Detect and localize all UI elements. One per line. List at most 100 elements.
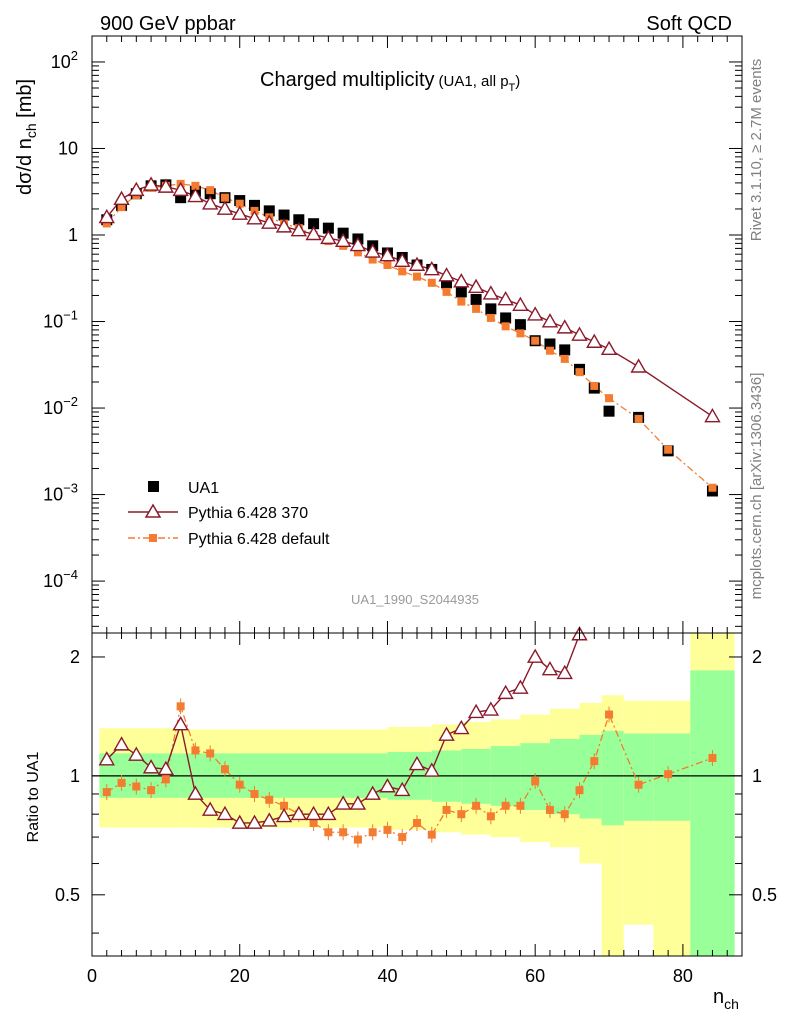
ratio-point-pythia-default [368, 828, 377, 837]
point-ua1 [293, 214, 305, 226]
point-pythia-370 [364, 243, 381, 258]
point-pythia-370 [290, 221, 308, 237]
point-pythia-default [427, 278, 436, 287]
ratio-point-pythia-default [442, 805, 451, 814]
ratio-point-pythia-default [117, 778, 126, 787]
y-tick-label: 10 [58, 138, 78, 158]
ratio-point-pythia-370 [201, 801, 219, 816]
x-tick-label: 60 [525, 966, 545, 986]
point-pythia-370 [526, 306, 544, 321]
point-pythia-370 [512, 296, 529, 312]
point-pythia-370 [423, 261, 440, 276]
ratio-point-pythia-370 [334, 795, 352, 810]
ratio-point-pythia-370 [497, 684, 514, 700]
point-ua1 [263, 205, 275, 217]
x-tick-label: 80 [673, 966, 693, 986]
legend-label-pythia-default: Pythia 6.428 default [188, 531, 330, 548]
ratio-point-pythia-default [265, 795, 274, 804]
point-pythia-370 [334, 232, 352, 248]
ratio-point-pythia-370 [320, 805, 337, 821]
point-ua1 [175, 192, 187, 204]
ratio-point-pythia-default [605, 710, 614, 719]
point-ua1 [455, 286, 467, 298]
x-tick-label: 20 [230, 966, 250, 986]
point-pythia-default [516, 329, 525, 338]
ratio-point-pythia-default [501, 801, 510, 810]
y-tick-label: 10−1 [43, 308, 78, 332]
x-axis-label: nch [713, 986, 739, 1012]
point-pythia-default [191, 181, 200, 190]
point-pythia-370 [349, 236, 367, 252]
ratio-point-pythia-370 [438, 726, 455, 741]
point-ua1 [559, 344, 571, 356]
ratio-tick-label-right: 2 [752, 647, 762, 667]
legend-marker-pythia-default [149, 534, 157, 542]
ratio-point-pythia-default [708, 753, 717, 762]
ratio-point-pythia-default [353, 835, 362, 844]
band-inner-7 [549, 738, 580, 815]
point-pythia-370 [172, 181, 189, 197]
ratio-point-pythia-default [472, 801, 481, 810]
point-pythia-370 [704, 408, 721, 423]
ratio-point-pythia-370 [157, 760, 175, 776]
ratio-point-pythia-default [132, 782, 141, 791]
point-pythia-370 [394, 252, 411, 267]
legend-label-ua1: UA1 [188, 480, 219, 497]
point-pythia-370 [571, 326, 588, 341]
point-pythia-370 [305, 225, 322, 241]
point-pythia-370 [320, 229, 337, 245]
point-ua1 [470, 293, 482, 305]
band-inner-8 [579, 734, 602, 819]
ratio-point-pythia-default [575, 786, 584, 795]
ratio-point-pythia-default [102, 788, 111, 797]
ratio-point-pythia-370 [541, 661, 559, 676]
ratio-point-pythia-default [220, 765, 229, 774]
ratio-point-pythia-370 [305, 805, 322, 821]
point-ua1 [485, 303, 497, 315]
analysis-watermark: UA1_1990_S2044935 [351, 592, 479, 607]
point-pythia-370 [275, 218, 293, 233]
legend: UA1 Pythia 6.428 370 Pythia 6.428 defaul… [128, 480, 330, 548]
point-pythia-default [206, 186, 215, 195]
legend-label-pythia-370: Pythia 6.428 370 [188, 505, 308, 522]
ratio-point-pythia-370 [379, 778, 396, 793]
point-pythia-default [353, 248, 362, 257]
point-pythia-default [545, 346, 554, 355]
ratio-point-pythia-370 [231, 814, 248, 829]
point-pythia-370 [600, 340, 618, 356]
ratio-point-pythia-default [398, 833, 407, 842]
side-text-top: Rivet 3.1.10, ≥ 2.7M events [748, 59, 765, 242]
point-pythia-default [605, 394, 614, 403]
point-pythia-370 [467, 278, 485, 294]
ratio-point-pythia-370 [113, 736, 130, 751]
ratio-uncertainty-bands [99, 633, 735, 956]
ratio-point-pythia-370 [526, 648, 544, 663]
axis-ticks: 0 20 40 60 80 102 10 1 10−1 10−2 10−3 10−4 0.5 0.5 1 1 2… [43, 36, 777, 986]
point-pythia-default [220, 193, 229, 202]
point-ua1 [544, 338, 556, 350]
point-pythia-370 [142, 176, 160, 191]
ratio-tick-label: 0.5 [55, 885, 80, 905]
point-pythia-default [398, 267, 407, 276]
ratio-point-pythia-370 [408, 755, 426, 771]
ratio-point-pythia-default [280, 801, 289, 810]
point-pythia-default [708, 483, 717, 492]
ratio-point-pythia-370 [142, 759, 160, 774]
ratio-point-pythia-370 [467, 703, 485, 719]
point-pythia-370 [201, 195, 219, 210]
header-right: Soft QCD [646, 13, 732, 35]
ratio-point-pythia-default [413, 818, 421, 827]
ratio-point-pythia-default [383, 825, 392, 834]
point-pythia-default [575, 368, 584, 377]
y-tick-label: 1 [68, 225, 78, 245]
ratio-point-pythia-default [560, 810, 569, 819]
ratio-axis-label: Ratio to UA1 [25, 752, 42, 843]
ratio-point-pythia-default [486, 812, 495, 821]
ratio-point-pythia-default [339, 828, 348, 837]
point-pythia-370 [497, 291, 514, 306]
ratio-point-pythia-370 [394, 781, 411, 797]
ratio-point-pythia-370 [187, 785, 204, 800]
point-pythia-370 [541, 313, 559, 328]
ratio-point-pythia-370 [556, 664, 573, 680]
point-pythia-370 [261, 214, 278, 229]
